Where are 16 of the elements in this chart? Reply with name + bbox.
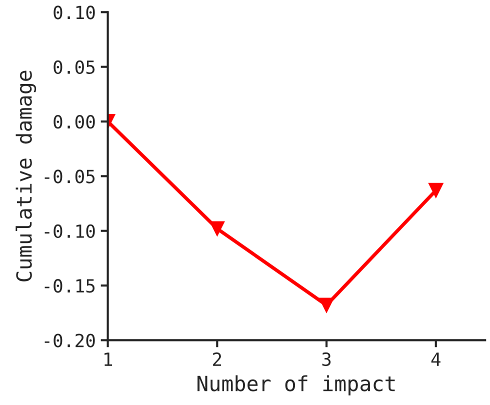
x-tick-label: 3 [322,352,331,366]
y-tick-label: -0.10 [44,224,95,238]
y-tick-label: -0.15 [44,279,95,293]
x-tick-label: 2 [213,352,222,366]
x-axis-title: Number of impact [198,375,395,396]
x-tick-label: 1 [104,352,112,366]
x-tick-label: 4 [431,352,440,366]
y-tick-label: 0.10 [54,6,95,20]
point [210,221,225,236]
y-tick-label: -0.05 [44,170,95,184]
point [319,298,334,313]
point [428,182,444,198]
y-axis-title: Cumulative damage [16,70,36,282]
y-tick-label: 0.05 [54,60,95,74]
y-tick-label: 0.00 [54,115,95,129]
y-tick-label: -0.20 [44,334,95,348]
